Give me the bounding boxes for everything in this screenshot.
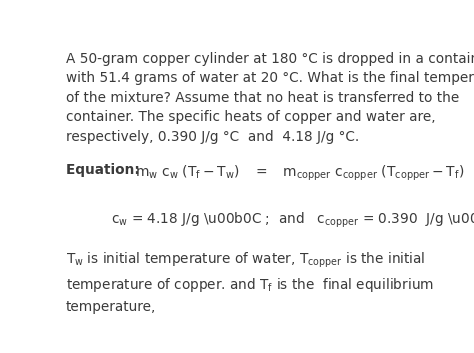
Text: $\mathregular{m}_\mathregular{w}$ $\mathregular{c}_\mathregular{w}$ $\mathregula: $\mathregular{m}_\mathregular{w}$ $\math… bbox=[135, 163, 464, 183]
Text: A 50-gram copper cylinder at 180 °C is dropped in a container
with 51.4 grams of: A 50-gram copper cylinder at 180 °C is d… bbox=[66, 52, 474, 144]
Text: $\mathregular{c}_\mathregular{w}$ = 4.18 J/g \u00b0C ;  and   $\mathregular{c}_\: $\mathregular{c}_\mathregular{w}$ = 4.18… bbox=[110, 211, 474, 230]
Text: $\mathregular{T}_\mathregular{w}$ is initial temperature of water, $\mathregular: $\mathregular{T}_\mathregular{w}$ is ini… bbox=[66, 250, 434, 313]
Text: Equation:: Equation: bbox=[66, 163, 145, 177]
